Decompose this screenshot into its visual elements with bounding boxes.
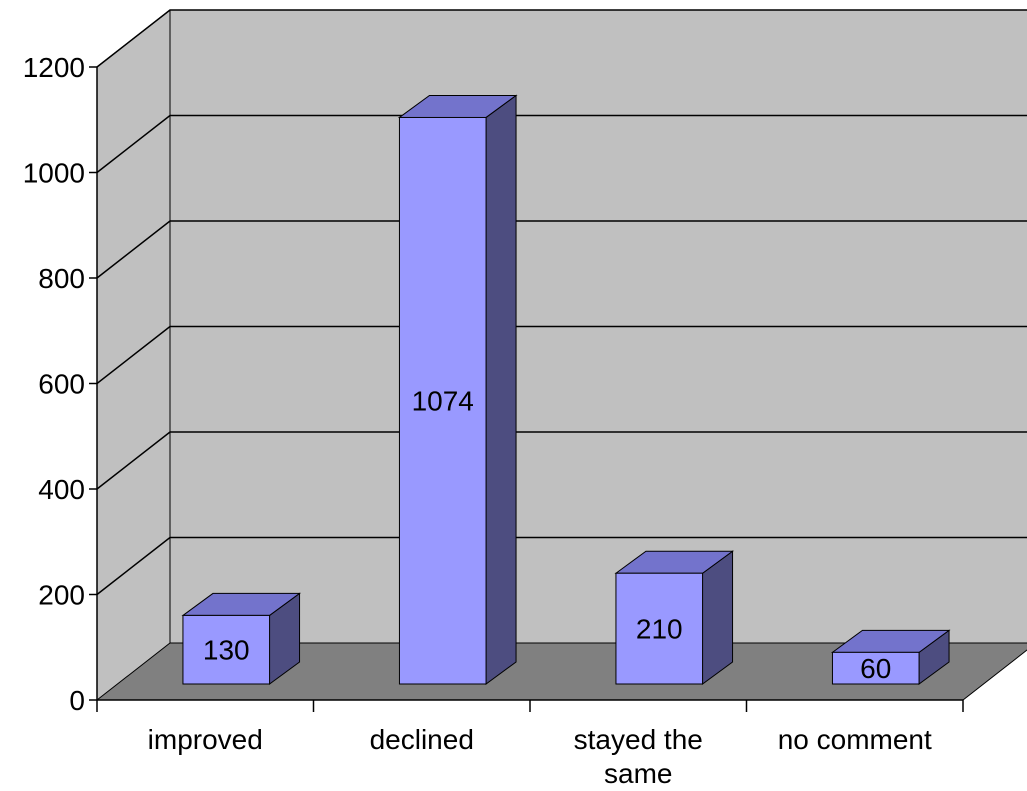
y-tick-label: 0 bbox=[69, 685, 85, 716]
bar-front bbox=[831, 651, 920, 685]
gridlines bbox=[96, 9, 1027, 596]
x-category-label: stayed the same bbox=[574, 724, 703, 789]
bar-side bbox=[702, 550, 734, 685]
y-tick-label: 1000 bbox=[23, 158, 85, 189]
data-label: 60 bbox=[860, 653, 891, 684]
data-label: 130 bbox=[203, 635, 250, 666]
y-tick-label: 600 bbox=[38, 369, 85, 400]
x-category-label: no comment bbox=[778, 724, 932, 755]
bar-front bbox=[182, 614, 271, 685]
y-tick-label: 800 bbox=[38, 263, 85, 294]
bar-improved: 130 bbox=[181, 592, 302, 685]
y-axis-ticks: 0 200 400 600 800 1000 1200 bbox=[23, 52, 97, 716]
gridline-1200 bbox=[96, 9, 1027, 68]
x-category-label-line: no comment bbox=[778, 724, 932, 755]
y-tick-label: 1200 bbox=[23, 52, 85, 83]
x-category-label: declined bbox=[370, 724, 474, 755]
data-label: 1074 bbox=[412, 386, 474, 417]
y-tick-label: 400 bbox=[38, 474, 85, 505]
x-category-label-line: improved bbox=[148, 724, 263, 755]
x-category-label-line: same bbox=[604, 758, 672, 789]
gridline-600 bbox=[96, 325, 1027, 385]
x-category-label-line: declined bbox=[370, 724, 474, 755]
bar-stayed-the-same: 210 bbox=[614, 550, 735, 685]
bar-declined: 1074 bbox=[397, 94, 518, 685]
bars: 130 1074 210 60 bbox=[181, 94, 951, 685]
data-label: 210 bbox=[636, 614, 683, 645]
x-category-label-line: stayed the bbox=[574, 724, 703, 755]
gridline-400 bbox=[96, 431, 1027, 490]
gridline-200 bbox=[96, 536, 1027, 596]
bar-no-comment: 60 bbox=[830, 629, 951, 685]
x-axis-labels: improved declined stayed the same no comment bbox=[96, 700, 964, 789]
gridline-800 bbox=[96, 220, 1027, 279]
bar-front bbox=[615, 572, 704, 685]
gridline-1000 bbox=[96, 114, 1027, 174]
x-category-label: improved bbox=[148, 724, 263, 755]
y-tick-label: 200 bbox=[38, 580, 85, 611]
bar-side bbox=[485, 94, 517, 685]
bar-front bbox=[398, 116, 487, 685]
